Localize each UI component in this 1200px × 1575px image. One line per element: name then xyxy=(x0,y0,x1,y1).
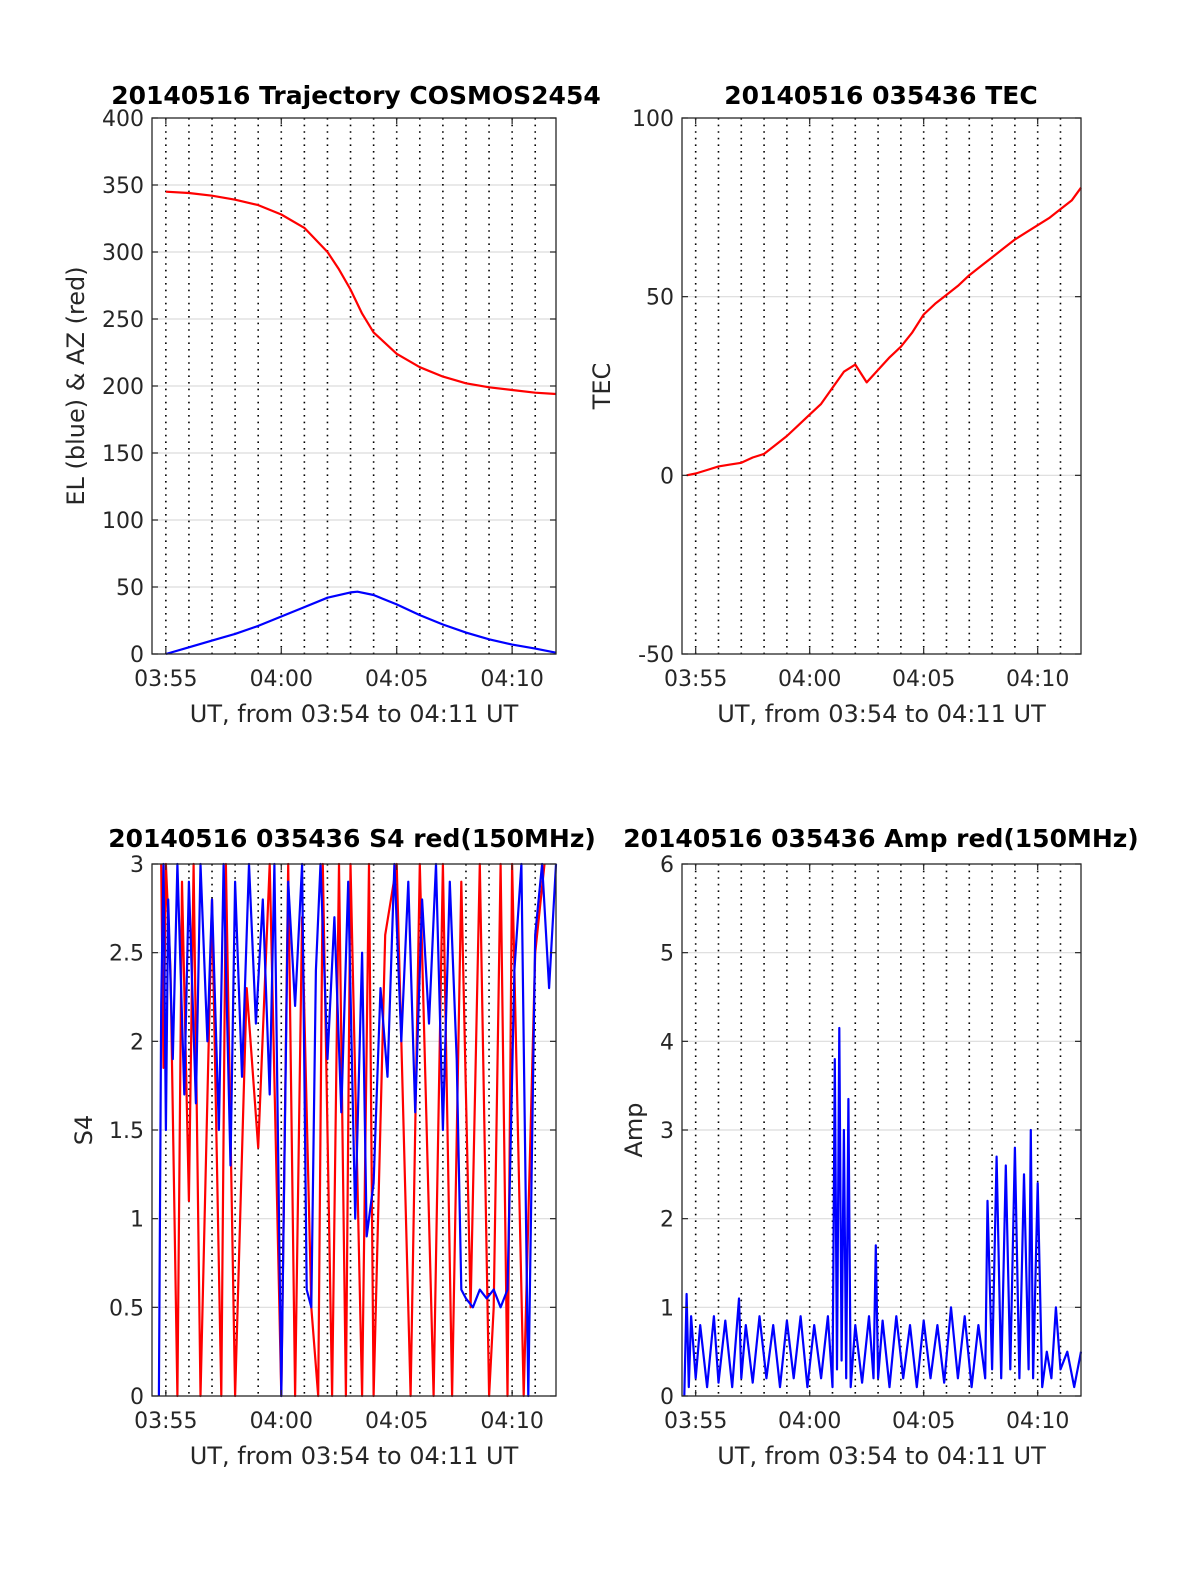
trajectory-ylabel: EL (blue) & AZ (red) xyxy=(62,266,90,505)
s4-series-line xyxy=(157,862,558,1398)
ytick-label: 2 xyxy=(130,1030,144,1055)
ytick-label: 1 xyxy=(660,1296,674,1321)
xtick-label: 04:10 xyxy=(1006,667,1069,692)
xtick-label: 04:05 xyxy=(365,1409,428,1434)
ytick-label: 0 xyxy=(660,1385,674,1410)
tec-panel: -50 0 50 100 03:55 04:00 04:05 04:10 20140516 0… xyxy=(588,81,1082,728)
s4-ticks: 0 0.5 1 1.5 2 2.5 3 03:55 04:00 04:05 04:10 xyxy=(109,853,556,1434)
amp-lines xyxy=(683,1026,1083,1397)
ytick-label: 400 xyxy=(102,107,144,132)
ytick-label: 0 xyxy=(660,464,674,489)
tec-title: 20140516 035436 TEC xyxy=(724,81,1037,110)
amp-series-line xyxy=(683,1026,1083,1397)
trajectory-series-line xyxy=(165,590,557,656)
xtick-label: 03:55 xyxy=(664,1409,727,1434)
ytick-label: 300 xyxy=(102,241,144,266)
xtick-label: 03:55 xyxy=(664,667,727,692)
xtick-label: 04:05 xyxy=(892,1409,955,1434)
ytick-label: 150 xyxy=(102,442,144,467)
tec-ticks: -50 0 50 100 03:55 04:00 04:05 04:10 xyxy=(632,107,1081,692)
ytick-label: 6 xyxy=(660,853,674,878)
ytick-label: 0.5 xyxy=(109,1296,144,1321)
ytick-label: 100 xyxy=(102,509,144,534)
xtick-label: 04:10 xyxy=(1006,1409,1069,1434)
s4-series-line xyxy=(160,862,546,1398)
trajectory-series-line xyxy=(165,190,557,396)
xtick-label: 04:05 xyxy=(892,667,955,692)
xtick-label: 03:55 xyxy=(134,667,197,692)
amp-xlabel: UT, from 03:54 to 04:11 UT xyxy=(717,1442,1046,1470)
xtick-label: 04:05 xyxy=(365,667,428,692)
ytick-label: 50 xyxy=(116,576,144,601)
s4-xlabel: UT, from 03:54 to 04:11 UT xyxy=(190,1442,519,1470)
xtick-label: 04:00 xyxy=(250,1409,313,1434)
ytick-label: 4 xyxy=(660,1030,674,1055)
ytick-label: 250 xyxy=(102,308,144,333)
amp-ylabel: Amp xyxy=(620,1102,648,1157)
xtick-label: 04:00 xyxy=(778,1409,841,1434)
tec-lines xyxy=(686,187,1082,477)
ytick-label: 3 xyxy=(130,853,144,878)
ytick-label: 1.5 xyxy=(109,1119,144,1144)
xtick-label: 04:10 xyxy=(480,1409,543,1434)
ytick-label: 200 xyxy=(102,375,144,400)
ytick-label: -50 xyxy=(638,643,674,668)
trajectory-ticks: 0 50 100 150 200 250 300 350 400 03:55 04:00 04:05 0… xyxy=(102,107,556,692)
amp-panel: 0 1 2 3 4 5 6 03:55 04:00 04:05 04:10 20140516 035… xyxy=(620,824,1139,1470)
tec-ylabel: TEC xyxy=(588,363,616,411)
trajectory-grid xyxy=(152,118,556,654)
xtick-label: 04:00 xyxy=(778,667,841,692)
ytick-label: 100 xyxy=(632,107,674,132)
tec-xlabel: UT, from 03:54 to 04:11 UT xyxy=(717,700,1046,728)
trajectory-lines xyxy=(165,190,557,656)
ytick-label: 350 xyxy=(102,174,144,199)
s4-ylabel: S4 xyxy=(70,1115,98,1146)
amp-ticks: 0 1 2 3 4 5 6 03:55 04:00 04:05 04:10 xyxy=(660,853,1081,1434)
ytick-label: 1 xyxy=(130,1208,144,1233)
tec-grid xyxy=(682,118,1081,654)
ytick-label: 0 xyxy=(130,643,144,668)
ytick-label: 3 xyxy=(660,1119,674,1144)
s4-title: 20140516 035436 S4 red(150MHz) xyxy=(108,824,596,853)
xtick-label: 04:10 xyxy=(480,667,543,692)
ytick-label: 50 xyxy=(646,286,674,311)
tec-series-line xyxy=(686,187,1082,477)
xtick-label: 04:00 xyxy=(250,667,313,692)
ytick-label: 2.5 xyxy=(109,942,144,967)
trajectory-xlabel: UT, from 03:54 to 04:11 UT xyxy=(190,700,519,728)
ytick-label: 0 xyxy=(130,1385,144,1410)
trajectory-title: 20140516 Trajectory COSMOS2454 xyxy=(111,81,601,110)
s4-panel: 0 0.5 1 1.5 2 2.5 3 03:55 04:00 04:05 04:10 201405… xyxy=(70,824,596,1470)
s4-lines xyxy=(157,862,558,1398)
ytick-label: 5 xyxy=(660,942,674,967)
xtick-label: 03:55 xyxy=(134,1409,197,1434)
amp-title: 20140516 035436 Amp red(150MHz) xyxy=(623,824,1139,853)
trajectory-panel: 0 50 100 150 200 250 300 350 400 03:55 04:00 04:05 0… xyxy=(62,81,601,728)
tec-frame xyxy=(681,117,1082,655)
ytick-label: 2 xyxy=(660,1208,674,1233)
